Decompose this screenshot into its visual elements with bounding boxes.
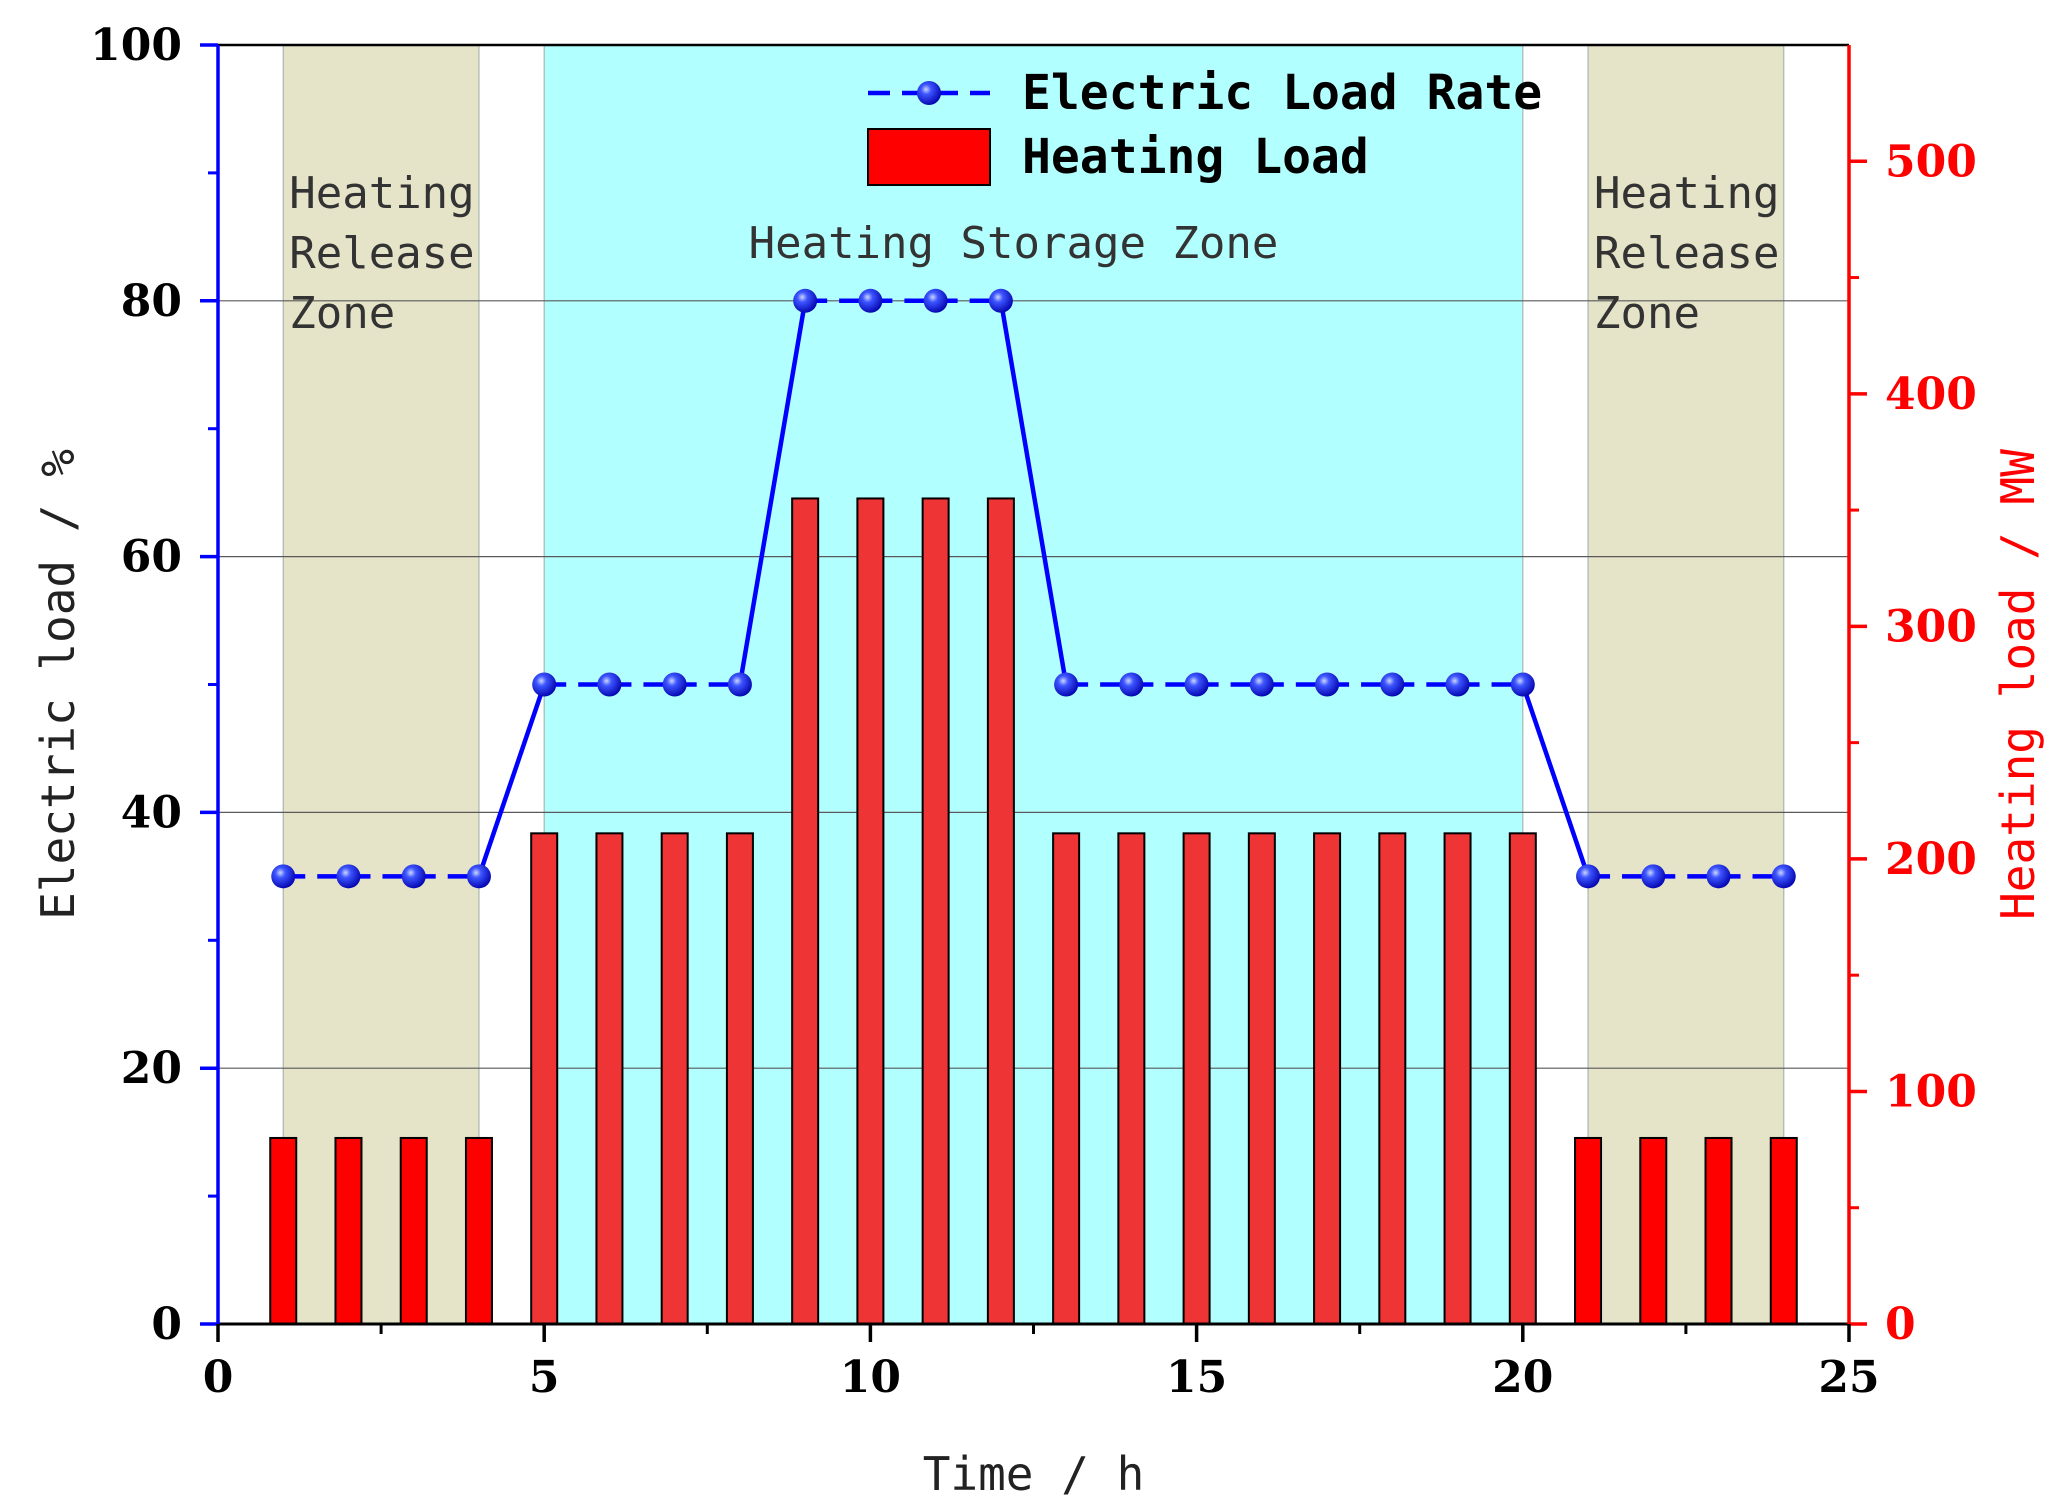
heating-load-bar — [530, 832, 559, 1325]
legend-label-electric: Electric Load Rate — [1022, 65, 1542, 121]
electric-load-point — [271, 864, 296, 889]
heating-load-bar — [1052, 832, 1081, 1325]
heating-load-bar — [660, 832, 689, 1325]
electric-load-segment — [1520, 683, 1591, 878]
zone-background-1 — [282, 44, 480, 1325]
heating-load-bar — [1247, 832, 1276, 1325]
left-y-axis-title: Electric load / % — [31, 449, 85, 920]
right-tick-label: 300 — [1885, 601, 1977, 652]
heating-load-bar — [921, 497, 950, 1325]
bars-layer — [269, 497, 1798, 1325]
x-tick-label: 0 — [203, 1352, 234, 1403]
electric-load-segment — [476, 683, 547, 878]
x-tick-label: 25 — [1818, 1352, 1879, 1403]
electric-load-point — [858, 288, 883, 313]
heating-load-bar — [399, 1136, 428, 1325]
heating-load-bar — [334, 1136, 363, 1325]
heating-load-bar — [986, 497, 1015, 1325]
labels-layer: Time / h Electric load / % Heating load / … — [31, 168, 2045, 1501]
heating-load-bar — [464, 1136, 493, 1325]
heating-load-bar — [725, 832, 754, 1325]
left-tick-label: 100 — [90, 20, 182, 71]
heating-load-bar — [1378, 832, 1407, 1325]
legend-label-heating: Heating Load — [1022, 129, 1369, 185]
electric-load-point — [1510, 672, 1535, 697]
electric-load-point — [1576, 864, 1601, 889]
ticks-layer: 0 20 40 60 80 100 0 100 200 300 400 500 0 5 10 15 20 25 — [90, 20, 1977, 1403]
legend: Electric Load Rate Heating Load — [867, 65, 1542, 186]
heating-load-bar — [1182, 832, 1211, 1325]
right-tick-label: 0 — [1885, 1299, 1916, 1350]
heating-load-bar — [1443, 832, 1472, 1325]
left-tick-label: 60 — [121, 532, 182, 583]
zone-label-release: Zone — [289, 288, 395, 339]
electric-load-point — [988, 288, 1013, 313]
heating-load-bar — [1769, 1136, 1798, 1325]
legend-bar-swatch — [867, 128, 991, 186]
heating-load-bar — [1313, 832, 1342, 1325]
electric-load-point — [466, 864, 491, 889]
left-tick-label: 80 — [121, 276, 182, 327]
electric-load-point — [1445, 672, 1470, 697]
electric-load-point — [597, 672, 622, 697]
electric-load-point — [1641, 864, 1666, 889]
zones-layer — [282, 44, 1785, 1325]
grid-layer — [218, 300, 1849, 1069]
left-tick-label: 40 — [121, 787, 182, 838]
electric-load-point — [1771, 864, 1796, 889]
zone-label-release: Release — [1594, 228, 1779, 279]
right-tick-label: 400 — [1885, 369, 1977, 420]
electric-load-point — [336, 864, 361, 889]
electric-load-segment — [737, 300, 808, 685]
zone-label-release: Heating — [1594, 168, 1779, 219]
electric-load-point — [662, 672, 687, 697]
heating-load-bar — [1639, 1136, 1668, 1325]
electric-load-point — [1315, 672, 1340, 697]
heating-load-bar — [269, 1136, 298, 1325]
x-tick-label: 20 — [1492, 1352, 1553, 1403]
heating-load-bar — [1508, 832, 1537, 1325]
left-tick-label: 0 — [151, 1299, 182, 1350]
x-tick-label: 5 — [529, 1352, 560, 1403]
legend-marker-swatch — [917, 81, 941, 105]
x-tick-label: 10 — [840, 1352, 901, 1403]
zone-label-release: Heating — [289, 168, 474, 219]
heating-load-bar — [856, 497, 885, 1325]
left-tick-label: 20 — [121, 1043, 182, 1094]
right-tick-label: 500 — [1885, 136, 1977, 187]
zone-label-storage: Heating Storage Zone — [749, 218, 1279, 269]
electric-load-point — [1249, 672, 1274, 697]
right-y-axis-title: Heating load / MW — [1991, 449, 2045, 920]
electric-load-segment — [998, 300, 1069, 685]
heating-load-bar — [1704, 1136, 1733, 1325]
electric-load-point — [1380, 672, 1405, 697]
electric-load-point — [1119, 672, 1144, 697]
x-axis-title: Time / h — [923, 1447, 1145, 1501]
x-tick-label: 15 — [1166, 1352, 1227, 1403]
electric-load-point — [923, 288, 948, 313]
zone-label-release: Release — [289, 228, 474, 279]
heating-load-bar — [595, 832, 624, 1325]
line-layer — [271, 288, 1796, 889]
right-tick-label: 100 — [1885, 1066, 1977, 1117]
electric-load-point — [793, 288, 818, 313]
electric-load-point — [1706, 864, 1731, 889]
zone-label-release: Zone — [1594, 288, 1700, 339]
heating-load-bar — [1574, 1136, 1603, 1325]
heating-load-bar — [1117, 832, 1146, 1325]
electric-load-point — [1184, 672, 1209, 697]
heating-load-bar — [791, 497, 820, 1325]
electric-load-point — [1054, 672, 1079, 697]
electric-load-point — [727, 672, 752, 697]
right-tick-label: 200 — [1885, 834, 1977, 885]
zone-background-2 — [543, 44, 1524, 1325]
electric-load-point — [401, 864, 426, 889]
electric-load-point — [532, 672, 557, 697]
